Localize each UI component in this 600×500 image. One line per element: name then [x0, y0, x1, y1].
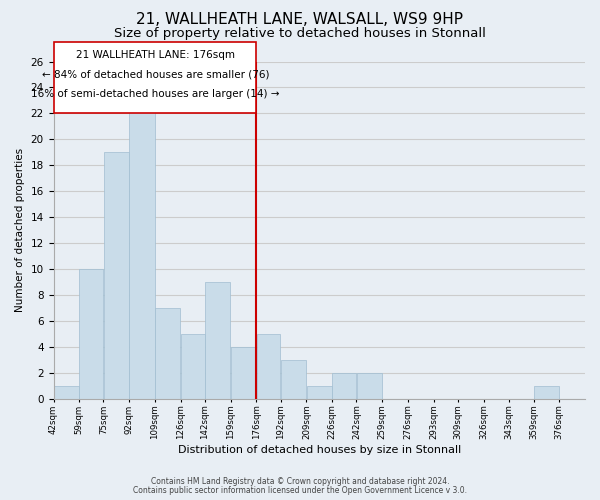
Bar: [54, 386, 79, 399]
Bar: [155, 308, 181, 399]
Text: 16% of semi-detached houses are larger (14) →: 16% of semi-detached houses are larger (…: [31, 89, 280, 99]
Text: Contains public sector information licensed under the Open Government Licence v : Contains public sector information licen…: [133, 486, 467, 495]
Text: 21, WALLHEATH LANE, WALSALL, WS9 9HP: 21, WALLHEATH LANE, WALSALL, WS9 9HP: [137, 12, 464, 28]
FancyBboxPatch shape: [54, 42, 256, 114]
X-axis label: Distribution of detached houses by size in Stonnall: Distribution of detached houses by size …: [178, 445, 461, 455]
Bar: [356, 373, 382, 399]
Bar: [257, 334, 280, 399]
Bar: [231, 347, 256, 399]
Bar: [181, 334, 205, 399]
Text: ← 84% of detached houses are smaller (76): ← 84% of detached houses are smaller (76…: [41, 70, 269, 80]
Bar: [307, 386, 332, 399]
Bar: [332, 373, 356, 399]
Bar: [130, 100, 155, 399]
Bar: [104, 152, 129, 399]
Text: Size of property relative to detached houses in Stonnall: Size of property relative to detached ho…: [114, 28, 486, 40]
Bar: [281, 360, 306, 399]
Bar: [534, 386, 559, 399]
Bar: [205, 282, 230, 399]
Y-axis label: Number of detached properties: Number of detached properties: [15, 148, 25, 312]
Text: Contains HM Land Registry data © Crown copyright and database right 2024.: Contains HM Land Registry data © Crown c…: [151, 477, 449, 486]
Bar: [79, 269, 103, 399]
Text: 21 WALLHEATH LANE: 176sqm: 21 WALLHEATH LANE: 176sqm: [76, 50, 235, 60]
